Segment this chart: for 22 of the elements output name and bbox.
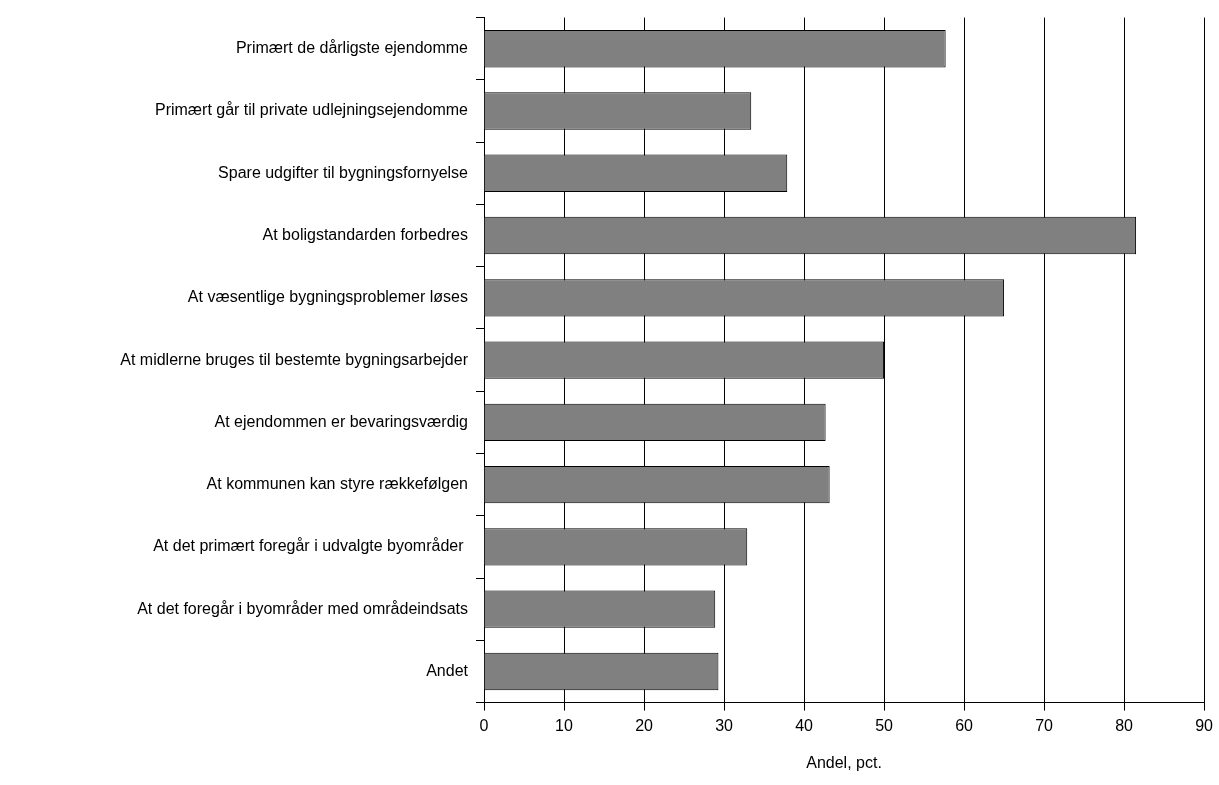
y-tick-label: At det primært foregår i udvalgte byområder: [153, 537, 468, 555]
y-tick-label: At væsentlige bygningsproblemer løses: [187, 288, 468, 306]
x-tick-label: 90: [1195, 716, 1214, 734]
y-tick-label: At midlerne bruges til bestemte bygningsarbejder: [120, 350, 469, 368]
y-tick-label: Andet: [426, 661, 469, 679]
x-tick-label: 40: [795, 716, 814, 734]
x-tick-label: 10: [555, 716, 574, 734]
x-tick-label: 30: [715, 716, 734, 734]
x-axis-title: Andel, pct.: [806, 753, 882, 771]
y-tick-label: At kommunen kan styre rækkefølgen: [206, 475, 468, 493]
x-tick-label: 80: [1115, 716, 1134, 734]
x-tick-label: 0: [479, 716, 489, 734]
y-tick-label: Primært de dårligste ejendomme: [235, 39, 469, 57]
y-tick-label: Spare udgifter til bygningsfornyelse: [218, 163, 469, 181]
y-tick-label: At boligstandarden forbedres: [262, 225, 468, 243]
x-tick-label: 70: [1035, 716, 1054, 734]
y-tick-label: Primært går til private udlejningsejendomme: [154, 101, 469, 119]
y-tick-label: At det foregår i byområder med områdeindsats: [137, 599, 468, 617]
x-tick-label: 20: [635, 716, 654, 734]
x-tick-label: 50: [875, 716, 894, 734]
y-tick-label: At ejendommen er bevaringsværdig: [214, 412, 468, 430]
x-tick-label: 60: [955, 716, 974, 734]
